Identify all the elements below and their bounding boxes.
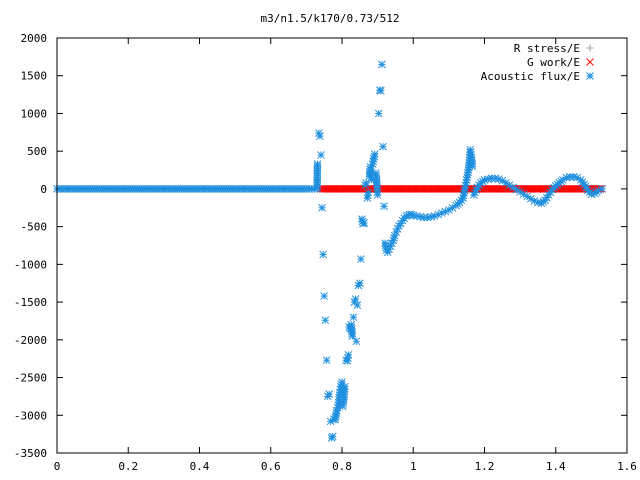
y-axis: 2000 1500 1000 500 0 -500 -1000 -1500 -2000 -2500…: [14, 32, 627, 460]
y-tick-label: -3000: [14, 409, 47, 422]
series-acoustic-flux: [53, 60, 606, 442]
data-point: [373, 191, 382, 199]
data-point: [317, 151, 325, 159]
data-point: [349, 313, 358, 322]
series-layer: [53, 60, 606, 442]
y-tick-label: 1500: [21, 70, 48, 83]
y-tick-label: -2500: [14, 372, 47, 385]
y-tick-label: 1000: [21, 107, 48, 120]
data-point: [348, 332, 357, 340]
data-point: [320, 292, 329, 300]
x-tick-label: 0.2: [118, 460, 138, 473]
data-point: [388, 239, 396, 248]
data-point: [378, 60, 386, 69]
data-point: [487, 174, 496, 183]
data-point: [351, 295, 360, 303]
data-point: [353, 301, 362, 309]
y-tick-label: 0: [40, 183, 47, 196]
data-point: [502, 179, 510, 187]
data-point: [468, 162, 477, 171]
data-point: [379, 142, 387, 151]
x-axis: 0 0.2 0.4 0.6 0.8 1 1.2 1.4 1.6: [54, 38, 637, 473]
data-point: [420, 213, 428, 222]
legend-marker: [586, 44, 594, 52]
data-point: [321, 316, 330, 325]
data-point: [340, 382, 349, 391]
data-point: [316, 132, 324, 140]
y-tick-label: 2000: [21, 32, 48, 45]
legend-label: Acoustic flux/E: [481, 70, 580, 83]
data-point: [355, 279, 364, 288]
y-tick-label: -1500: [14, 296, 47, 309]
legend-label: R stress/E: [514, 42, 580, 55]
y-tick-label: -500: [21, 221, 48, 234]
chart-title: m3/n1.5/k170/0.73/512: [260, 12, 399, 25]
data-point: [322, 356, 331, 365]
legend-marker: [586, 72, 594, 80]
data-point: [352, 337, 361, 346]
data-point: [319, 250, 327, 259]
x-tick-label: 1.6: [617, 460, 637, 473]
x-tick-label: 0.4: [190, 460, 210, 473]
data-point: [505, 181, 514, 189]
data-point: [380, 202, 388, 211]
x-tick-label: 1.4: [546, 460, 566, 473]
data-point: [376, 86, 385, 95]
x-tick-label: 1: [410, 460, 417, 473]
x-tick-label: 0: [54, 460, 61, 473]
data-point: [370, 150, 379, 159]
data-point: [360, 219, 368, 227]
data-point: [328, 432, 337, 441]
x-tick-label: 1.2: [475, 460, 495, 473]
x-tick-label: 0.8: [332, 460, 352, 473]
data-point: [364, 188, 373, 197]
data-point: [357, 255, 365, 263]
x-tick-label: 0.6: [261, 460, 281, 473]
legend-label: G work/E: [527, 56, 580, 69]
data-point: [313, 160, 322, 168]
y-tick-label: -2000: [14, 334, 47, 347]
y-tick-label: 500: [27, 145, 47, 158]
legend-marker: [586, 58, 594, 66]
data-point: [318, 203, 326, 212]
data-point: [374, 109, 383, 118]
data-point: [325, 390, 334, 398]
data-point: [344, 351, 353, 359]
y-tick-label: -3500: [14, 447, 47, 460]
plot-frame: [56, 37, 628, 454]
data-point: [598, 185, 606, 193]
y-tick-label: -1000: [14, 258, 47, 271]
